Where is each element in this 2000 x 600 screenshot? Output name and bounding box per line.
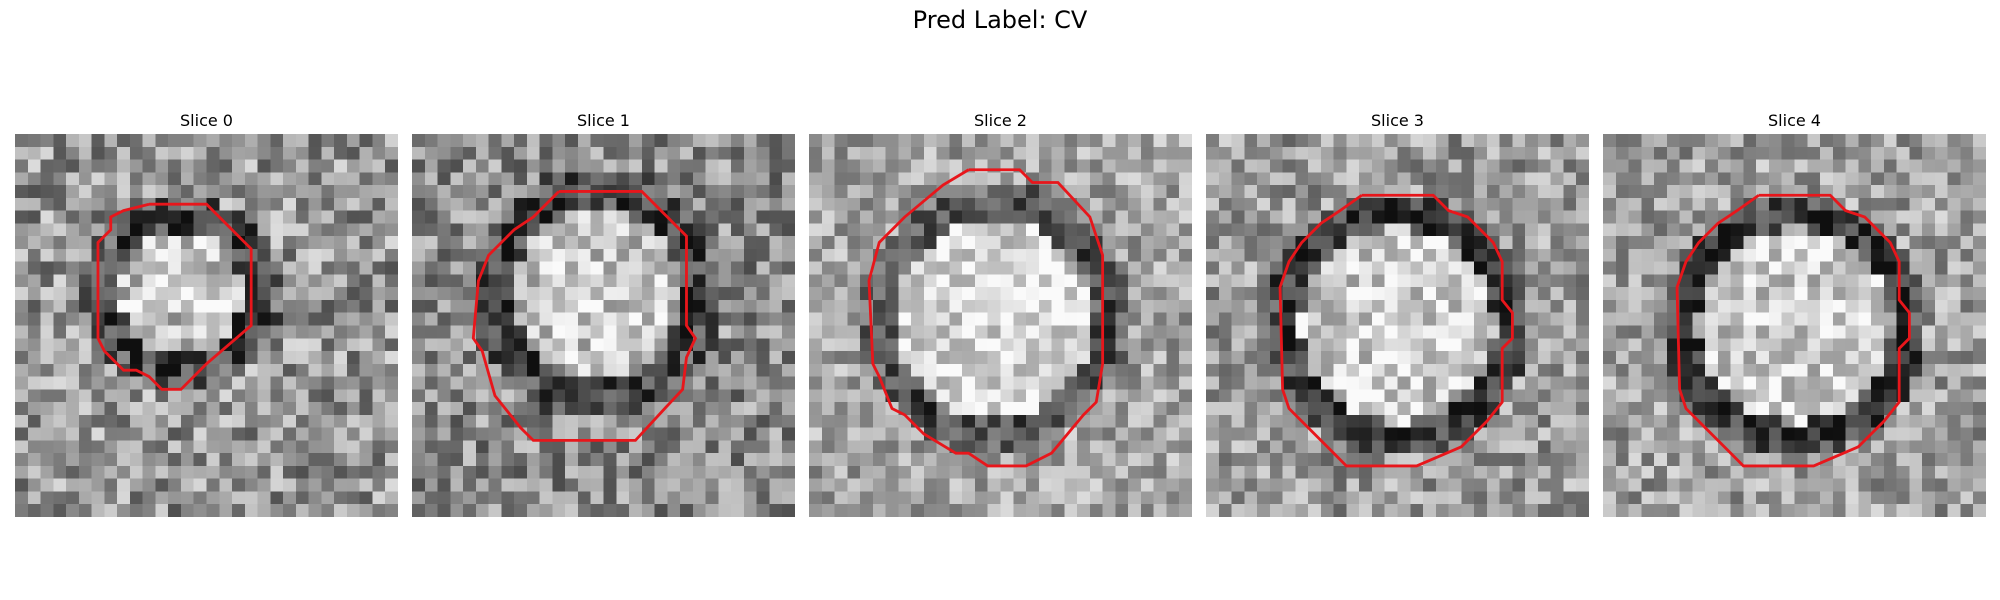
contour-outline: [1675, 193, 1911, 468]
contour-outline: [471, 190, 698, 442]
slice-panel-3: Slice 3: [1206, 112, 1589, 517]
contour-overlay: [96, 202, 253, 391]
contour-overlay: [471, 190, 698, 442]
slice-title: Slice 1: [577, 111, 630, 130]
slice-panel-2: Slice 2: [809, 112, 1192, 517]
contour-overlay: [867, 168, 1105, 468]
slice-image: [412, 134, 795, 517]
slice-title: Slice 0: [180, 111, 233, 130]
slice-image: [809, 134, 1192, 517]
slice-panel-0: Slice 0: [15, 112, 398, 517]
slice-image: [15, 134, 398, 517]
slice-title: Slice 3: [1371, 111, 1424, 130]
slice-image: [1603, 134, 1986, 517]
contour-outline: [867, 168, 1105, 468]
contour-overlay: [1675, 193, 1911, 468]
slice-panel-1: Slice 1: [412, 112, 795, 517]
slice-image: [1206, 134, 1589, 517]
contour-outline: [96, 202, 253, 391]
contour-overlay: [1278, 193, 1514, 468]
slice-title: Slice 4: [1768, 111, 1821, 130]
contour-outline: [1278, 193, 1514, 468]
figure-title: Pred Label: CV: [912, 6, 1088, 34]
slice-panel-4: Slice 4: [1603, 112, 1986, 517]
slice-title: Slice 2: [974, 111, 1027, 130]
